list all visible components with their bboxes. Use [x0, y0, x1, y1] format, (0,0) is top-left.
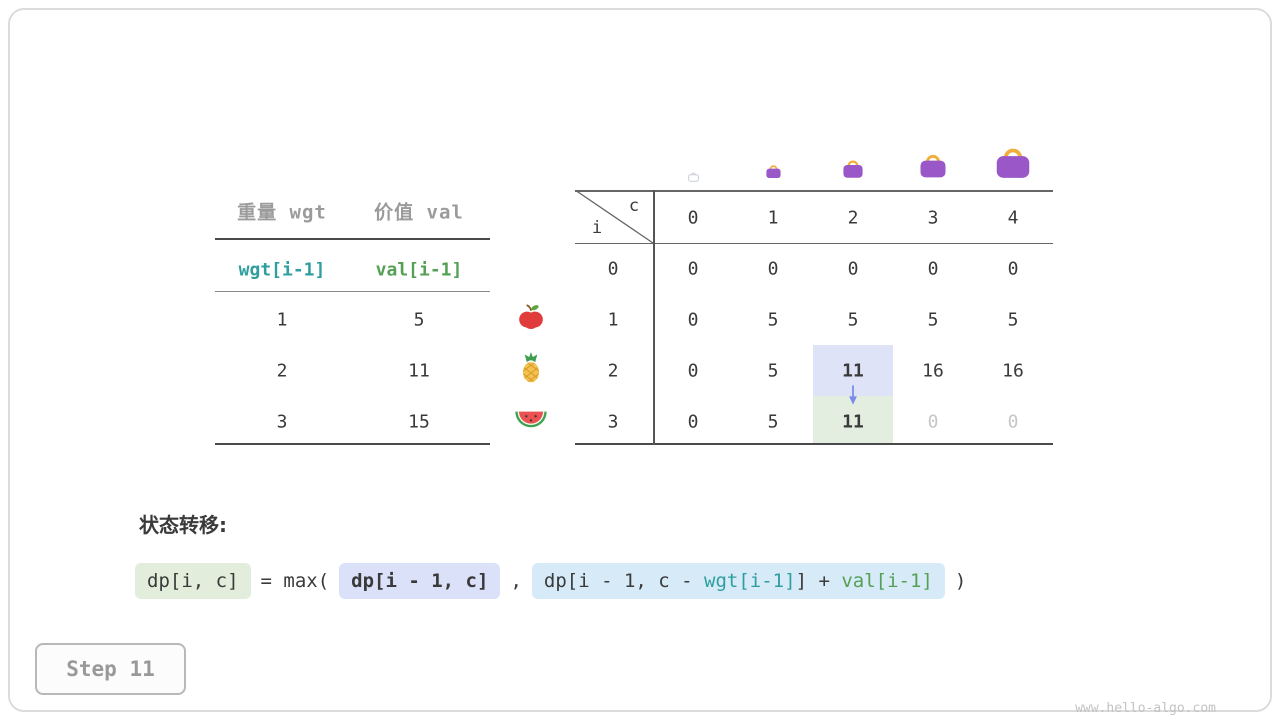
watermark: www.hello-algo.com [1075, 701, 1216, 716]
bag-capacity-3-icon [916, 149, 950, 183]
dp-table-bottom-rule [575, 443, 1053, 445]
dp-corner-col-var: c [628, 196, 640, 216]
dp-cell-r1-c0: 0 [687, 309, 699, 331]
formula-arg2-val: val[i-1] [841, 570, 933, 592]
figure-card-border [8, 8, 1272, 712]
dp-col-header-4: 4 [1007, 207, 1019, 229]
formula-lhs-chip: dp[i, c] [135, 563, 251, 599]
item-2-weight: 2 [276, 360, 288, 382]
step-badge: Step 11 [35, 643, 186, 695]
formula-comma: , [510, 570, 522, 592]
transition-arrow-icon [846, 383, 860, 411]
dp-col-header-2: 2 [847, 207, 859, 229]
dp-cell-r1-c4: 5 [1007, 309, 1019, 331]
bag-capacity-4-icon [991, 141, 1035, 184]
bag-capacity-2-icon [840, 156, 866, 183]
item-3-value: 15 [408, 411, 430, 433]
dp-cell-r0-c0: 0 [687, 258, 699, 280]
dp-cell-r2-c0: 0 [687, 360, 699, 382]
dp-cell-r0-c1: 0 [767, 258, 779, 280]
dp-cell-r0-c4: 0 [1007, 258, 1019, 280]
dp-col-header-1: 1 [767, 207, 779, 229]
dp-row-header-3: 3 [607, 411, 619, 433]
dp-cell-r0-c3: 0 [927, 258, 939, 280]
formula-arg2-mid: ] + [795, 570, 842, 592]
dp-row-header-2: 2 [607, 360, 619, 382]
dp-cell-r3-c0: 0 [687, 411, 699, 433]
dp-cell-r2-c2-source: 11 [842, 360, 864, 382]
dp-cell-r1-c2: 5 [847, 309, 859, 331]
state-transition-label: 状态转移: [139, 513, 227, 537]
formula-arg2-wgt: wgt[i-1] [704, 570, 796, 592]
dp-col-header-3: 3 [927, 207, 939, 229]
items-table-bottom-rule [215, 443, 490, 445]
dp-table-header-rule [575, 243, 1053, 244]
items-table-header-rule [215, 238, 490, 240]
dp-row-header-0: 0 [607, 258, 619, 280]
dp-row-header-1: 1 [607, 309, 619, 331]
dp-col-header-0: 0 [687, 207, 699, 229]
items-table-mid-rule [215, 291, 490, 292]
items-header-value: 价值 val [374, 201, 464, 224]
items-formula-wgt: wgt[i-1] [238, 259, 326, 281]
dp-cell-r1-c1: 5 [767, 309, 779, 331]
dp-table-top-rule [575, 190, 1053, 192]
dp-corner-diagonal [574, 189, 654, 247]
formula-close-paren: ) [954, 570, 967, 592]
item-1-value: 5 [413, 309, 425, 331]
formula-arg2-prefix: dp[i - 1, c - [543, 570, 705, 592]
item-2-value: 11 [408, 360, 430, 382]
formula-arg1-chip: dp[i - 1, c] [339, 563, 501, 599]
step-badge-label: Step 11 [66, 657, 155, 681]
dp-cell-r3-c3: 0 [927, 411, 939, 433]
formula-eq-max: = max( [260, 570, 330, 592]
item-1-weight: 1 [276, 309, 288, 331]
state-transition-formula: dp[i, c] = max( dp[i - 1, c] , dp[i - 1,… [135, 562, 966, 600]
dp-cell-r2-c4: 16 [1002, 360, 1024, 382]
watermelon-icon [514, 407, 548, 435]
formula-arg2-chip: dp[i - 1, c - wgt[i-1]] + val[i-1] [531, 563, 945, 599]
item-3-weight: 3 [276, 411, 288, 433]
items-formula-val: val[i-1] [375, 259, 463, 281]
dp-corner-row-var: i [591, 218, 603, 238]
dp-cell-r2-c1: 5 [767, 360, 779, 382]
apple-icon [517, 302, 545, 334]
dp-cell-r3-c2-target: 11 [842, 411, 864, 433]
pineapple-icon [517, 352, 545, 388]
dp-cell-r3-c4: 0 [1007, 411, 1019, 433]
dp-cell-r3-c1: 5 [767, 411, 779, 433]
bag-capacity-1-icon [764, 162, 783, 183]
bag-capacity-0-empty-icon [687, 167, 700, 186]
dp-table-vertical-rule [653, 190, 655, 445]
items-header-weight: 重量 wgt [237, 201, 327, 224]
dp-cell-r2-c3: 16 [922, 360, 944, 382]
dp-cell-r0-c2: 0 [847, 258, 859, 280]
dp-cell-r1-c3: 5 [927, 309, 939, 331]
